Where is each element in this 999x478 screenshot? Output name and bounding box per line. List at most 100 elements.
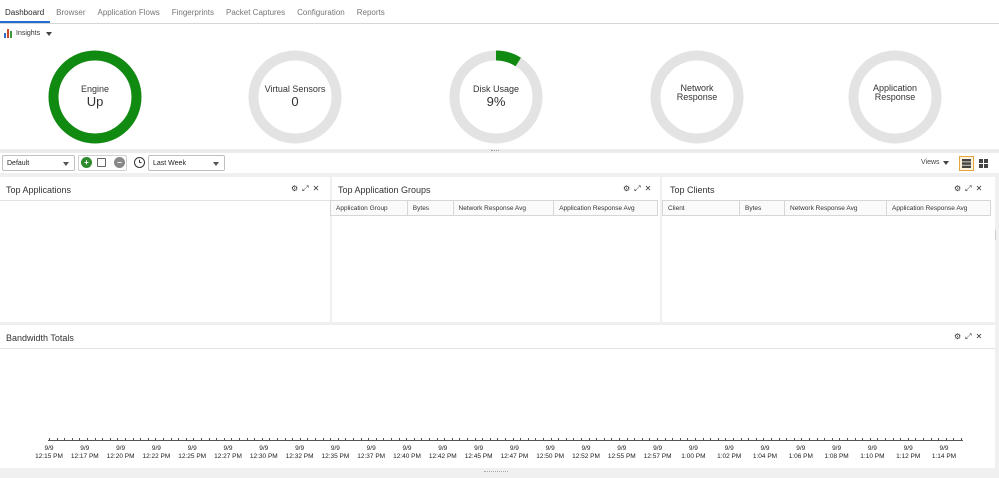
tab-application-flows[interactable]: Application Flows <box>97 8 160 17</box>
x-tick-label: 9/9 1:06 PM <box>783 445 819 461</box>
close-icon[interactable]: ✕ <box>644 184 652 193</box>
x-tick-mark <box>550 438 552 441</box>
x-tick-mark <box>337 438 339 441</box>
x-tick-time: 12:42 PM <box>428 453 457 460</box>
x-tick-time: 12:32 PM <box>285 453 314 460</box>
top-application-groups-widget: Top Application Groups ⚙ ⤢ ✕ Application… <box>330 177 660 322</box>
x-tick-time: 1:00 PM <box>681 453 706 460</box>
x-tick-date: 9/9 <box>509 445 519 452</box>
expand-icon[interactable]: ⤢ <box>634 184 641 193</box>
column-header[interactable]: Bytes <box>739 200 785 216</box>
resize-handle[interactable] <box>486 149 504 153</box>
x-tick-date: 9/9 <box>295 445 305 452</box>
expand-icon[interactable]: ⤢ <box>965 332 972 341</box>
copy-view-icon[interactable] <box>97 158 106 167</box>
chevron-down-icon <box>63 162 69 166</box>
divider <box>0 200 330 201</box>
dashboard-toolbar: Default + − Last Week Views <box>0 153 999 173</box>
x-tick-mark <box>125 438 126 441</box>
tab-dashboard[interactable]: Dashboard <box>0 0 51 23</box>
gauge-ring <box>449 50 543 144</box>
x-tick-label: 9/9 12:35 PM <box>317 445 353 461</box>
column-header[interactable]: Bytes <box>406 200 454 216</box>
divider <box>0 149 999 153</box>
remove-view-icon[interactable]: − <box>114 157 125 168</box>
x-tick-date: 9/9 <box>832 445 842 452</box>
gear-icon[interactable]: ⚙ <box>291 184 299 193</box>
x-tick-date: 9/9 <box>939 445 949 452</box>
column-header[interactable]: Application Response Avg <box>886 200 991 216</box>
tab-configuration[interactable]: Configuration <box>297 8 345 17</box>
bar-chart-icon <box>4 29 13 38</box>
x-tick-mark <box>71 438 73 441</box>
x-tick-date: 9/9 <box>653 445 663 452</box>
top-nav: Dashboard Browser Application Flows Fingerp… <box>0 0 999 24</box>
x-tick-mark <box>322 438 324 441</box>
column-header[interactable]: Network Response Avg <box>784 200 887 216</box>
gear-icon[interactable]: ⚙ <box>623 184 631 193</box>
x-tick-label: 9/9 1:00 PM <box>675 445 711 461</box>
close-icon[interactable]: ✕ <box>975 184 983 193</box>
widget-tools: ⚙ ⤢ ✕ <box>291 185 319 193</box>
x-tick-label: 9/9 12:22 PM <box>138 445 174 461</box>
view-select-value: Default <box>7 159 30 167</box>
x-tick-mark <box>717 438 719 441</box>
add-view-icon[interactable]: + <box>81 157 92 168</box>
tab-fingerprints[interactable]: Fingerprints <box>171 8 214 17</box>
expand-icon[interactable]: ⤢ <box>302 184 309 193</box>
resize-handle[interactable] <box>484 471 508 474</box>
gear-icon[interactable]: ⚙ <box>954 332 962 341</box>
x-tick-mark <box>467 438 468 441</box>
layout-columns-button[interactable] <box>976 156 991 171</box>
x-tick-time: 12:20 PM <box>106 453 135 460</box>
x-tick-label: 9/9 12:30 PM <box>246 445 282 461</box>
app-groups-table: Application Group Bytes Network Response… <box>330 200 658 216</box>
x-tick-label: 9/9 1:14 PM <box>926 445 962 461</box>
x-tick-mark <box>429 438 430 441</box>
x-tick-label: 9/9 12:52 PM <box>568 445 604 461</box>
x-tick-mark <box>877 438 879 441</box>
x-tick-mark <box>657 438 658 441</box>
x-tick-date: 9/9 <box>688 445 698 452</box>
gear-icon[interactable]: ⚙ <box>954 184 962 193</box>
x-tick-mark <box>444 438 446 441</box>
close-icon[interactable]: ✕ <box>975 332 983 341</box>
tab-reports[interactable]: Reports <box>356 8 385 17</box>
column-header[interactable]: Client <box>662 200 740 216</box>
rows-layout-icon <box>962 159 971 168</box>
x-tick-mark <box>497 438 499 441</box>
insights-dropdown[interactable]: Insights <box>4 29 53 38</box>
scroll-edge[interactable] <box>995 230 999 240</box>
x-tick-date: 9/9 <box>760 445 770 452</box>
x-tick-date: 9/9 <box>474 445 484 452</box>
x-tick-time: 1:12 PM <box>896 453 921 460</box>
column-header[interactable]: Network Response Avg <box>452 200 555 216</box>
x-tick-mark <box>839 438 841 441</box>
x-tick-label: 9/9 12:32 PM <box>282 445 318 461</box>
x-tick-mark <box>740 438 742 441</box>
x-tick-label: 9/9 12:20 PM <box>103 445 139 461</box>
x-tick-mark <box>679 438 681 441</box>
x-tick-time: 12:37 PM <box>357 453 386 460</box>
x-tick-mark <box>619 438 620 441</box>
x-tick-mark <box>702 438 704 441</box>
layout-rows-button[interactable] <box>959 156 974 171</box>
gauge-application-response: Application Response <box>848 50 942 144</box>
tab-browser[interactable]: Browser <box>56 8 86 17</box>
x-tick-label: 9/9 1:10 PM <box>854 445 890 461</box>
expand-icon[interactable]: ⤢ <box>965 184 972 193</box>
x-tick-mark <box>543 438 544 441</box>
x-tick-mark <box>94 438 96 441</box>
column-header[interactable]: Application Group <box>330 200 408 216</box>
views-dropdown[interactable]: Views <box>921 159 949 166</box>
x-tick-mark <box>436 438 438 441</box>
x-tick-mark <box>558 438 560 441</box>
column-header[interactable]: Application Response Avg <box>553 200 658 216</box>
x-tick-mark <box>216 438 218 441</box>
x-tick-time: 12:35 PM <box>321 453 350 460</box>
x-tick-time: 12:15 PM <box>35 453 63 460</box>
close-icon[interactable]: ✕ <box>312 184 320 193</box>
view-select[interactable]: Default <box>2 155 75 171</box>
time-range-select[interactable]: Last Week <box>148 155 225 171</box>
tab-packet-captures[interactable]: Packet Captures <box>225 8 286 17</box>
